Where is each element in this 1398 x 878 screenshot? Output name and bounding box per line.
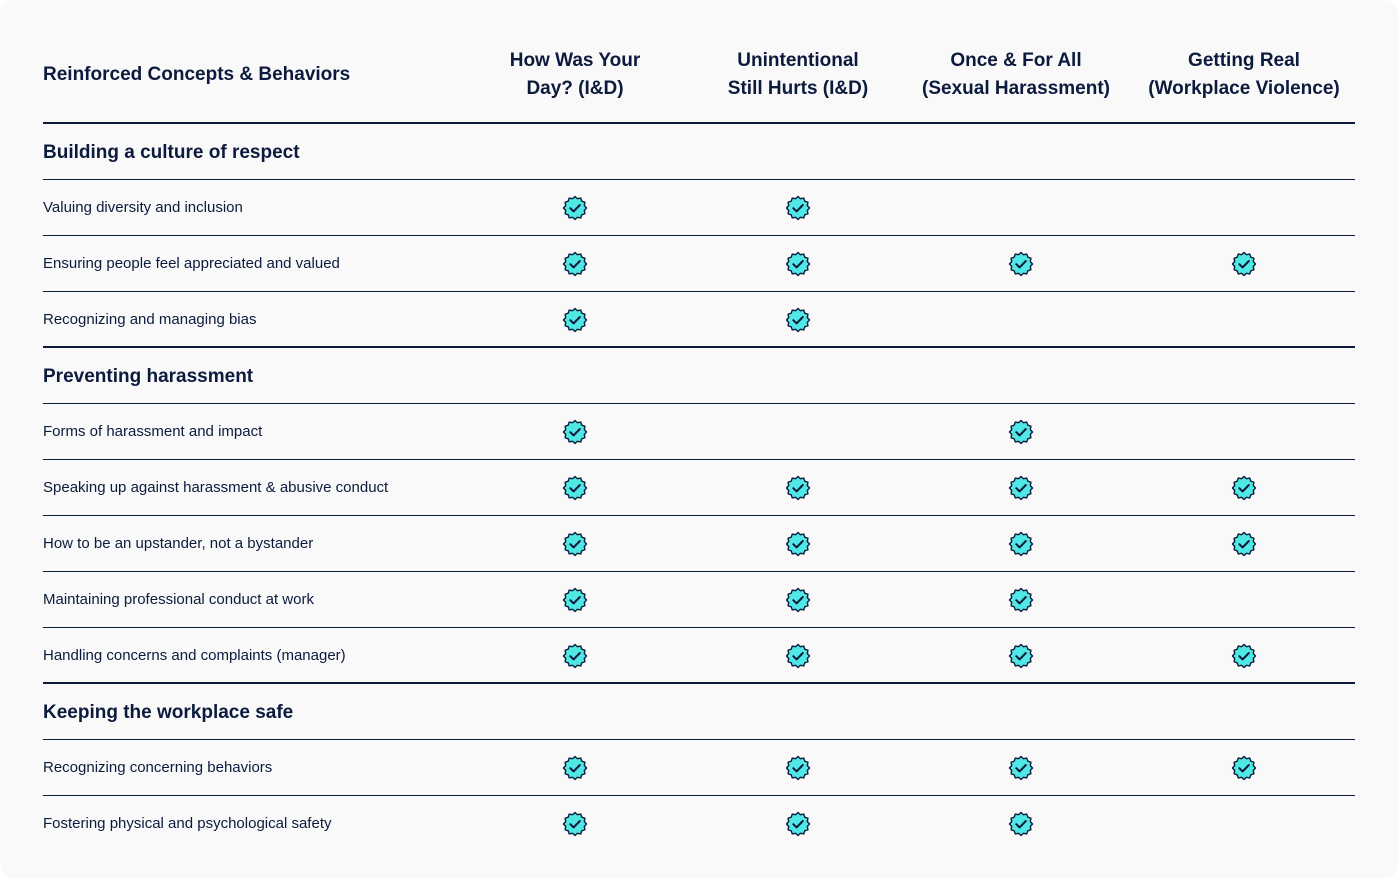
column-header-line: Once & For All [950, 50, 1082, 71]
column-header-once-and-for-all: Once & For All (Sexual Harassment) [906, 47, 1126, 103]
table-row: Forms of harassment and impact [43, 404, 1355, 460]
verified-badge-check-icon [562, 811, 588, 837]
verified-badge-check-icon [1008, 811, 1034, 837]
verified-badge-check-icon [562, 195, 588, 221]
verified-badge-check-icon [1231, 755, 1257, 781]
verified-badge-check-icon [562, 251, 588, 277]
row-label: Speaking up against harassment & abusive… [43, 479, 389, 496]
column-header-line: (Sexual Harassment) [922, 78, 1110, 99]
row-label: Fostering physical and psychological saf… [43, 815, 332, 832]
section-title: Preventing harassment [43, 366, 254, 387]
verified-badge-check-icon [785, 755, 811, 781]
verified-badge-check-icon [785, 251, 811, 277]
verified-badge-check-icon [785, 531, 811, 557]
row-label: Recognizing concerning behaviors [43, 759, 273, 776]
verified-badge-check-icon [562, 475, 588, 501]
verified-badge-check-icon [1008, 475, 1034, 501]
row-label: Handling concerns and complaints (manage… [43, 647, 346, 664]
verified-badge-check-icon [785, 811, 811, 837]
verified-badge-check-icon [1008, 755, 1034, 781]
table-row: Speaking up against harassment & abusive… [43, 460, 1355, 516]
concepts-matrix-table: Reinforced Concepts & Behaviors How Was … [43, 0, 1355, 852]
verified-badge-check-icon [1008, 587, 1034, 613]
verified-badge-check-icon [785, 587, 811, 613]
row-label: Maintaining professional conduct at work [43, 591, 314, 608]
row-label: How to be an upstander, not a bystander [43, 535, 314, 552]
verified-badge-check-icon [785, 307, 811, 333]
verified-badge-check-icon [562, 587, 588, 613]
verified-badge-check-icon [785, 195, 811, 221]
verified-badge-check-icon [562, 419, 588, 445]
concepts-column-header: Reinforced Concepts & Behaviors [43, 64, 351, 85]
verified-badge-check-icon [1231, 531, 1257, 557]
table-body: Building a culture of respect Valuing div… [43, 124, 1355, 852]
section-title: Building a culture of respect [43, 142, 300, 163]
table-row: Maintaining professional conduct at work [43, 572, 1355, 628]
section-header: Building a culture of respect [43, 124, 1355, 180]
column-header-line: Still Hurts (I&D) [727, 78, 869, 99]
row-label: Ensuring people feel appreciated and val… [43, 255, 340, 272]
table-row: Handling concerns and complaints (manage… [43, 628, 1355, 684]
verified-badge-check-icon [562, 531, 588, 557]
table-row: Recognizing concerning behaviors [43, 740, 1355, 796]
verified-badge-check-icon [1008, 251, 1034, 277]
table-row: Ensuring people feel appreciated and val… [43, 236, 1355, 292]
column-header-unintentional-still-hurts: Unintentional Still Hurts (I&D) [688, 47, 908, 103]
verified-badge-check-icon [1008, 419, 1034, 445]
row-label: Forms of harassment and impact [43, 423, 263, 440]
column-header-getting-real: Getting Real (Workplace Violence) [1134, 47, 1354, 103]
column-header-line: Day? (I&D) [526, 78, 624, 99]
column-header-line: Unintentional [737, 50, 859, 71]
table-row: Valuing diversity and inclusion [43, 180, 1355, 236]
section-title: Keeping the workplace safe [43, 702, 294, 723]
verified-badge-check-icon [785, 643, 811, 669]
verified-badge-check-icon [562, 755, 588, 781]
row-label: Valuing diversity and inclusion [43, 199, 243, 216]
table-header: Reinforced Concepts & Behaviors How Was … [43, 0, 1355, 124]
column-header-line: (Workplace Violence) [1148, 78, 1340, 99]
column-header-line: How Was Your [509, 50, 641, 71]
verified-badge-check-icon [785, 475, 811, 501]
verified-badge-check-icon [562, 307, 588, 333]
section-header: Preventing harassment [43, 348, 1355, 404]
column-header-how-was-your-day: How Was Your Day? (I&D) [465, 47, 685, 103]
section-header: Keeping the workplace safe [43, 684, 1355, 740]
verified-badge-check-icon [1008, 643, 1034, 669]
column-header-line: Getting Real [1188, 50, 1300, 71]
verified-badge-check-icon [1008, 531, 1034, 557]
verified-badge-check-icon [1231, 475, 1257, 501]
verified-badge-check-icon [1231, 643, 1257, 669]
table-row: Recognizing and managing bias [43, 292, 1355, 348]
verified-badge-check-icon [1231, 251, 1257, 277]
table-row: Fostering physical and psychological saf… [43, 796, 1355, 852]
verified-badge-check-icon [562, 643, 588, 669]
table-row: How to be an upstander, not a bystander [43, 516, 1355, 572]
row-label: Recognizing and managing bias [43, 311, 257, 328]
